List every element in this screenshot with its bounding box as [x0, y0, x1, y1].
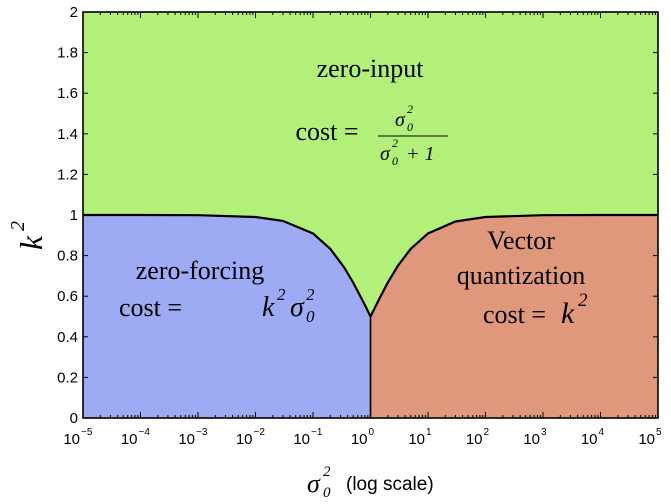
y-tick-label: 0.2 — [57, 369, 78, 386]
y-tick-label: 0 — [70, 410, 78, 427]
x-tick-label: 10 −3 — [178, 427, 208, 448]
y-tick-label: 0.6 — [57, 288, 78, 305]
zero-input-cost-fraction: σ 2 0 σ 2 0 + 1 — [378, 102, 448, 168]
cost-numerator-sup: 2 — [407, 102, 413, 116]
x-tick-label: 10 −4 — [121, 427, 151, 448]
x-tick-label-exp: 3 — [541, 427, 547, 438]
y-axis-label-exp: 2 — [7, 221, 29, 231]
zero-forcing-cost-prefix: cost = — [119, 293, 182, 322]
y-tick-labels: 0 0.2 0.4 0.6 0.8 1 1.2 1.4 1.6 1.8 2 — [57, 4, 78, 427]
x-tick-label-base: 10 — [523, 431, 540, 448]
x-tick-label: 10 4 — [581, 427, 605, 448]
x-tick-labels: 10 −5 10 −4 10 −3 10 −2 10 −1 10 0 10 1 10 2 10 3 10 4 10 5 — [63, 427, 662, 448]
x-tick-label-exp: 0 — [369, 427, 375, 438]
x-tick-label-exp: −5 — [81, 427, 93, 438]
x-axis-label-sub: 0 — [323, 485, 331, 501]
cost-denominator-suffix: + 1 — [406, 143, 435, 165]
y-tick-label: 0.8 — [57, 248, 78, 265]
x-tick-label-base: 10 — [581, 431, 598, 448]
y-tick-label: 1.6 — [57, 85, 78, 102]
x-axis-label-suffix: (log scale) — [346, 474, 434, 495]
zero-input-region — [83, 12, 658, 317]
x-tick-label: 10 5 — [638, 427, 662, 448]
x-tick-label: 10 2 — [466, 427, 490, 448]
x-tick-label-exp: 5 — [656, 427, 662, 438]
x-axis-label-sigma: σ — [307, 469, 321, 498]
y-tick-label: 2 — [70, 4, 78, 21]
zf-sigma: σ — [290, 292, 305, 323]
x-tick-label: 10 1 — [408, 427, 432, 448]
zf-k-sup: 2 — [277, 285, 286, 304]
axes-frame — [82, 11, 659, 419]
vq-label-line2: quantization — [457, 261, 586, 290]
x-tick-label-base: 10 — [351, 431, 368, 448]
y-axis-label-k: k — [13, 235, 49, 250]
x-tick-label-exp: −3 — [196, 427, 208, 438]
x-tick-label: 10 −2 — [236, 427, 266, 448]
x-tick-label-base: 10 — [408, 431, 425, 448]
vq-label-line1: Vector — [487, 226, 555, 255]
zero-forcing-region — [83, 215, 371, 418]
x-tick-label-base: 10 — [63, 431, 80, 448]
x-tick-label: 10 0 — [351, 427, 375, 448]
zero-input-cost-prefix: cost = — [295, 117, 358, 146]
cost-numerator-sigma: σ — [395, 109, 406, 131]
x-tick-label-exp: −4 — [139, 427, 151, 438]
zf-sigma-sub: 0 — [306, 307, 315, 326]
x-tick-label-base: 10 — [178, 431, 195, 448]
x-tick-label-exp: 2 — [484, 427, 490, 438]
x-tick-label: 10 −1 — [293, 427, 323, 448]
vq-k-sup: 2 — [578, 290, 588, 311]
zf-sigma-sup: 2 — [306, 285, 315, 304]
x-tick-label-base: 10 — [638, 431, 655, 448]
x-tick-label-exp: −2 — [254, 427, 266, 438]
zf-k: k — [262, 292, 275, 323]
cost-numerator-sub: 0 — [407, 120, 413, 134]
y-tick-label: 1.4 — [57, 126, 78, 143]
x-axis-label-sup: 2 — [323, 464, 331, 480]
vq-cost-prefix: cost = — [483, 300, 546, 329]
zero-forcing-cost-expr: k 2 σ 2 0 — [262, 285, 315, 326]
cost-denominator-sigma: σ — [380, 143, 391, 165]
y-tick-label: 0.4 — [57, 329, 78, 346]
cost-denominator-sup: 2 — [392, 136, 398, 150]
y-tick-label: 1.8 — [57, 45, 78, 62]
x-tick-label-base: 10 — [466, 431, 483, 448]
x-tick-label-exp: −1 — [311, 427, 323, 438]
x-tick-label: 10 3 — [523, 427, 547, 448]
zero-input-label: zero-input — [317, 54, 425, 83]
vq-k: k — [561, 297, 575, 330]
x-tick-label-base: 10 — [121, 431, 138, 448]
y-axis-label: k 2 — [7, 221, 49, 250]
x-tick-label: 10 −5 — [63, 427, 93, 448]
vq-cost-expr: k 2 — [561, 290, 588, 330]
y-tick-label: 1 — [70, 207, 78, 224]
x-tick-label-exp: 4 — [599, 427, 605, 438]
y-tick-label: 1.2 — [57, 166, 78, 183]
x-tick-label-exp: 1 — [426, 427, 432, 438]
x-axis-label: σ 2 0 (log scale) — [307, 464, 434, 501]
zero-forcing-label: zero-forcing — [136, 256, 264, 285]
x-tick-label-base: 10 — [293, 431, 310, 448]
x-tick-label-base: 10 — [236, 431, 253, 448]
cost-denominator-sub: 0 — [392, 154, 398, 168]
vector-quantization-region — [370, 215, 658, 418]
boundary-curve — [83, 213, 658, 319]
